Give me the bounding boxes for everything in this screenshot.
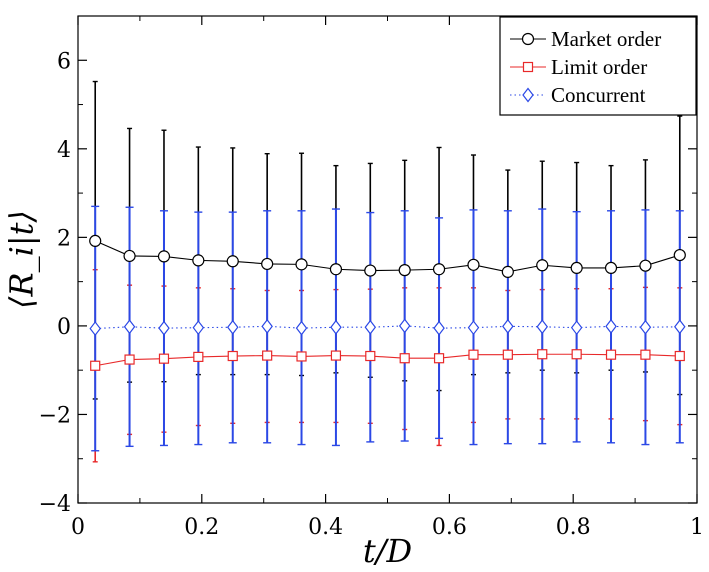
data-point-concurrent (226, 319, 239, 335)
data-point-market-order (261, 257, 274, 271)
x-axis-label: t/D (363, 532, 412, 570)
data-point-concurrent (467, 320, 480, 336)
data-point-concurrent (261, 318, 273, 334)
x-tick-label: 1 (690, 515, 704, 540)
data-point-limit-order (158, 353, 170, 364)
data-point-limit-order (674, 350, 685, 362)
y-tick-label: 4 (57, 138, 71, 163)
legend-marker-concurrent (522, 87, 534, 103)
data-point-concurrent (123, 319, 136, 335)
data-point-limit-order (90, 360, 101, 371)
legend-label-concurrent: Concurrent (551, 83, 646, 107)
data-point-limit-order (193, 351, 204, 362)
data-point-concurrent (433, 320, 445, 336)
y-tick-label: 2 (57, 226, 71, 251)
data-point-market-order (226, 255, 239, 268)
data-point-market-order (89, 234, 102, 248)
data-point-market-order (364, 264, 377, 277)
legend: Market order Limit order Concurrent (499, 16, 697, 116)
data-point-concurrent (192, 320, 205, 336)
series-line-limit-order (95, 353, 680, 367)
y-tick-label: −4 (39, 492, 71, 517)
data-point-market-order (467, 258, 480, 271)
errorbars-market-order (92, 80, 683, 400)
data-point-concurrent (570, 320, 583, 336)
data-point-market-order (673, 248, 686, 262)
data-point-market-order (432, 263, 446, 276)
y-tick-label: 0 (57, 315, 71, 340)
data-point-concurrent (89, 321, 101, 337)
data-point-limit-order (124, 354, 135, 365)
data-point-market-order (570, 261, 583, 275)
legend-label-limit-order: Limit order (551, 55, 647, 79)
legend-label-market-order: Market order (551, 27, 661, 51)
data-point-limit-order (433, 353, 445, 364)
data-point-limit-order (262, 350, 273, 361)
x-tick-label: 0.2 (184, 515, 219, 540)
y-axis-label: ⟨R_i|t⟩ (3, 210, 41, 309)
x-tick-label: 0.8 (556, 515, 591, 540)
data-point-market-order (329, 263, 343, 276)
data-point-limit-order (399, 353, 410, 364)
series-layer (89, 80, 686, 463)
data-point-market-order (295, 258, 308, 271)
x-tick-label: 0 (71, 515, 85, 540)
data-point-market-order (501, 265, 514, 278)
data-point-limit-order (537, 349, 548, 360)
x-tick-label: 0.6 (432, 515, 467, 540)
data-point-concurrent (502, 318, 514, 334)
data-point-concurrent (639, 319, 652, 335)
series-line-concurrent (95, 325, 680, 330)
data-point-concurrent (398, 318, 411, 334)
x-tick-label: 0.4 (308, 515, 343, 540)
data-point-concurrent (295, 320, 308, 336)
data-point-limit-order (502, 349, 513, 360)
ticks-layer: 0 0.2 0.4 0.6 0.8 1 −4 −2 0 2 4 6 (39, 15, 704, 540)
data-point-limit-order (365, 350, 376, 362)
data-point-concurrent (330, 319, 342, 335)
data-point-limit-order (605, 349, 617, 360)
data-point-concurrent (605, 318, 617, 334)
series-line-market-order (94, 240, 680, 273)
data-point-market-order (398, 264, 411, 277)
errorbars-concurrent (91, 205, 684, 452)
data-point-limit-order (640, 349, 651, 360)
data-point-market-order (192, 254, 205, 267)
data-point-market-order (639, 259, 652, 272)
legend-marker-market-order (521, 32, 535, 46)
data-point-market-order (536, 259, 549, 272)
legend-marker-limit-order (522, 61, 534, 73)
data-point-limit-order (571, 349, 582, 360)
data-point-concurrent (674, 319, 686, 335)
data-point-limit-order (468, 349, 479, 360)
data-point-limit-order (227, 350, 238, 362)
y-tick-label: −2 (39, 403, 71, 428)
errorbars-limit-order (92, 268, 683, 463)
y-tick-label: 6 (57, 49, 71, 74)
data-point-market-order (157, 250, 171, 263)
data-point-concurrent (158, 320, 170, 336)
data-point-limit-order (296, 351, 307, 362)
data-point-concurrent (536, 319, 549, 335)
data-point-market-order (604, 261, 618, 275)
data-point-limit-order (330, 350, 342, 361)
data-point-concurrent (364, 319, 377, 335)
data-point-market-order (123, 249, 136, 263)
